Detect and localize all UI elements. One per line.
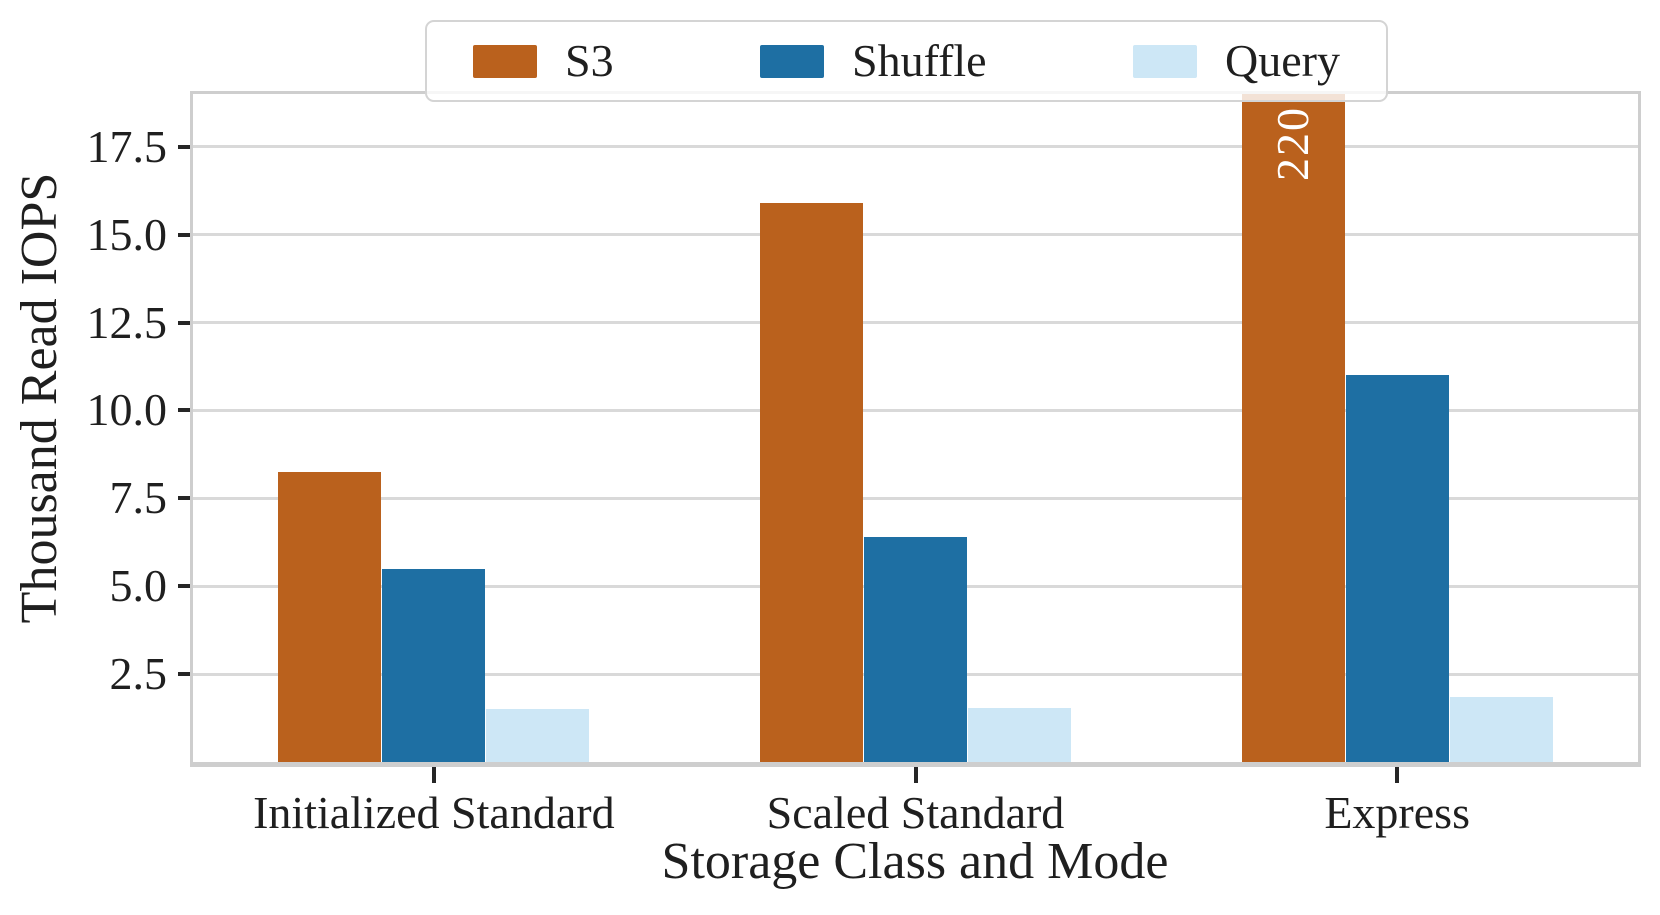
y-tick-label-12.5: 12.5 [86, 296, 168, 348]
spine-bottom [190, 762, 1641, 767]
y-tick-label-2.5: 2.5 [109, 648, 168, 700]
gridline-15.0 [193, 233, 1638, 237]
legend-label-shuffle: Shuffle [852, 35, 987, 86]
legend-swatch-query [1133, 44, 1198, 78]
y-tick-mark-15.0 [178, 232, 193, 237]
y-tick-label-15.0: 15.0 [86, 208, 168, 260]
y-tick-label-10.0: 10.0 [86, 384, 168, 436]
spine-left [190, 94, 193, 762]
y-tick-label-17.5: 17.5 [86, 120, 168, 172]
gridline-17.5 [193, 145, 1638, 149]
y-tick-mark-5.0 [178, 584, 193, 589]
x-tick-mark-express [1395, 767, 1400, 783]
bar-s3-scaled-standard [760, 202, 863, 762]
x-tick-label-express: Express [1324, 787, 1470, 838]
bar-shuffle-initialized-standard [382, 568, 486, 762]
y-tick-mark-17.5 [178, 144, 193, 149]
legend-item-shuffle: Shuffle [760, 38, 987, 84]
y-tick-mark-10.0 [178, 408, 193, 413]
x-tick-label-scaled-standard: Scaled Standard [766, 787, 1065, 838]
y-tick-mark-2.5 [178, 672, 193, 677]
y-tick-label-5.0: 5.0 [109, 560, 168, 612]
x-tick-mark-initialized-standard [431, 767, 436, 783]
legend-label-s3: S3 [565, 35, 614, 86]
legend-swatch-shuffle [760, 44, 825, 78]
legend-item-query: Query [1133, 38, 1340, 84]
bar-query-scaled-standard [968, 707, 1071, 762]
y-tick-label-7.5: 7.5 [109, 472, 168, 524]
bar-shuffle-scaled-standard [864, 536, 967, 762]
bar-query-express [1449, 696, 1553, 762]
bar-s3-express: 220 [1241, 94, 1345, 762]
x-tick-mark-scaled-standard [913, 767, 918, 783]
legend-swatch-s3 [473, 44, 537, 78]
y-axis-label: Thousand Read IOPS [11, 172, 68, 624]
gridline-10.0 [193, 408, 1638, 412]
bar-shuffle-express [1345, 375, 1449, 762]
y-tick-mark-12.5 [178, 320, 193, 325]
spine-right [1638, 94, 1641, 762]
legend: S3 Shuffle Query [425, 20, 1388, 102]
bar-value-annotation: 220 [1267, 106, 1319, 181]
gridline-12.5 [193, 321, 1638, 325]
x-tick-label-initialized-standard: Initialized Standard [253, 787, 615, 838]
y-tick-mark-7.5 [178, 496, 193, 501]
legend-item-s3: S3 [473, 38, 614, 84]
gridline-7.5 [193, 496, 1638, 500]
bar-s3-initialized-standard [278, 471, 382, 762]
bar-query-initialized-standard [486, 709, 590, 762]
x-axis-label: Storage Class and Mode [661, 833, 1169, 890]
legend-label-query: Query [1225, 35, 1340, 86]
